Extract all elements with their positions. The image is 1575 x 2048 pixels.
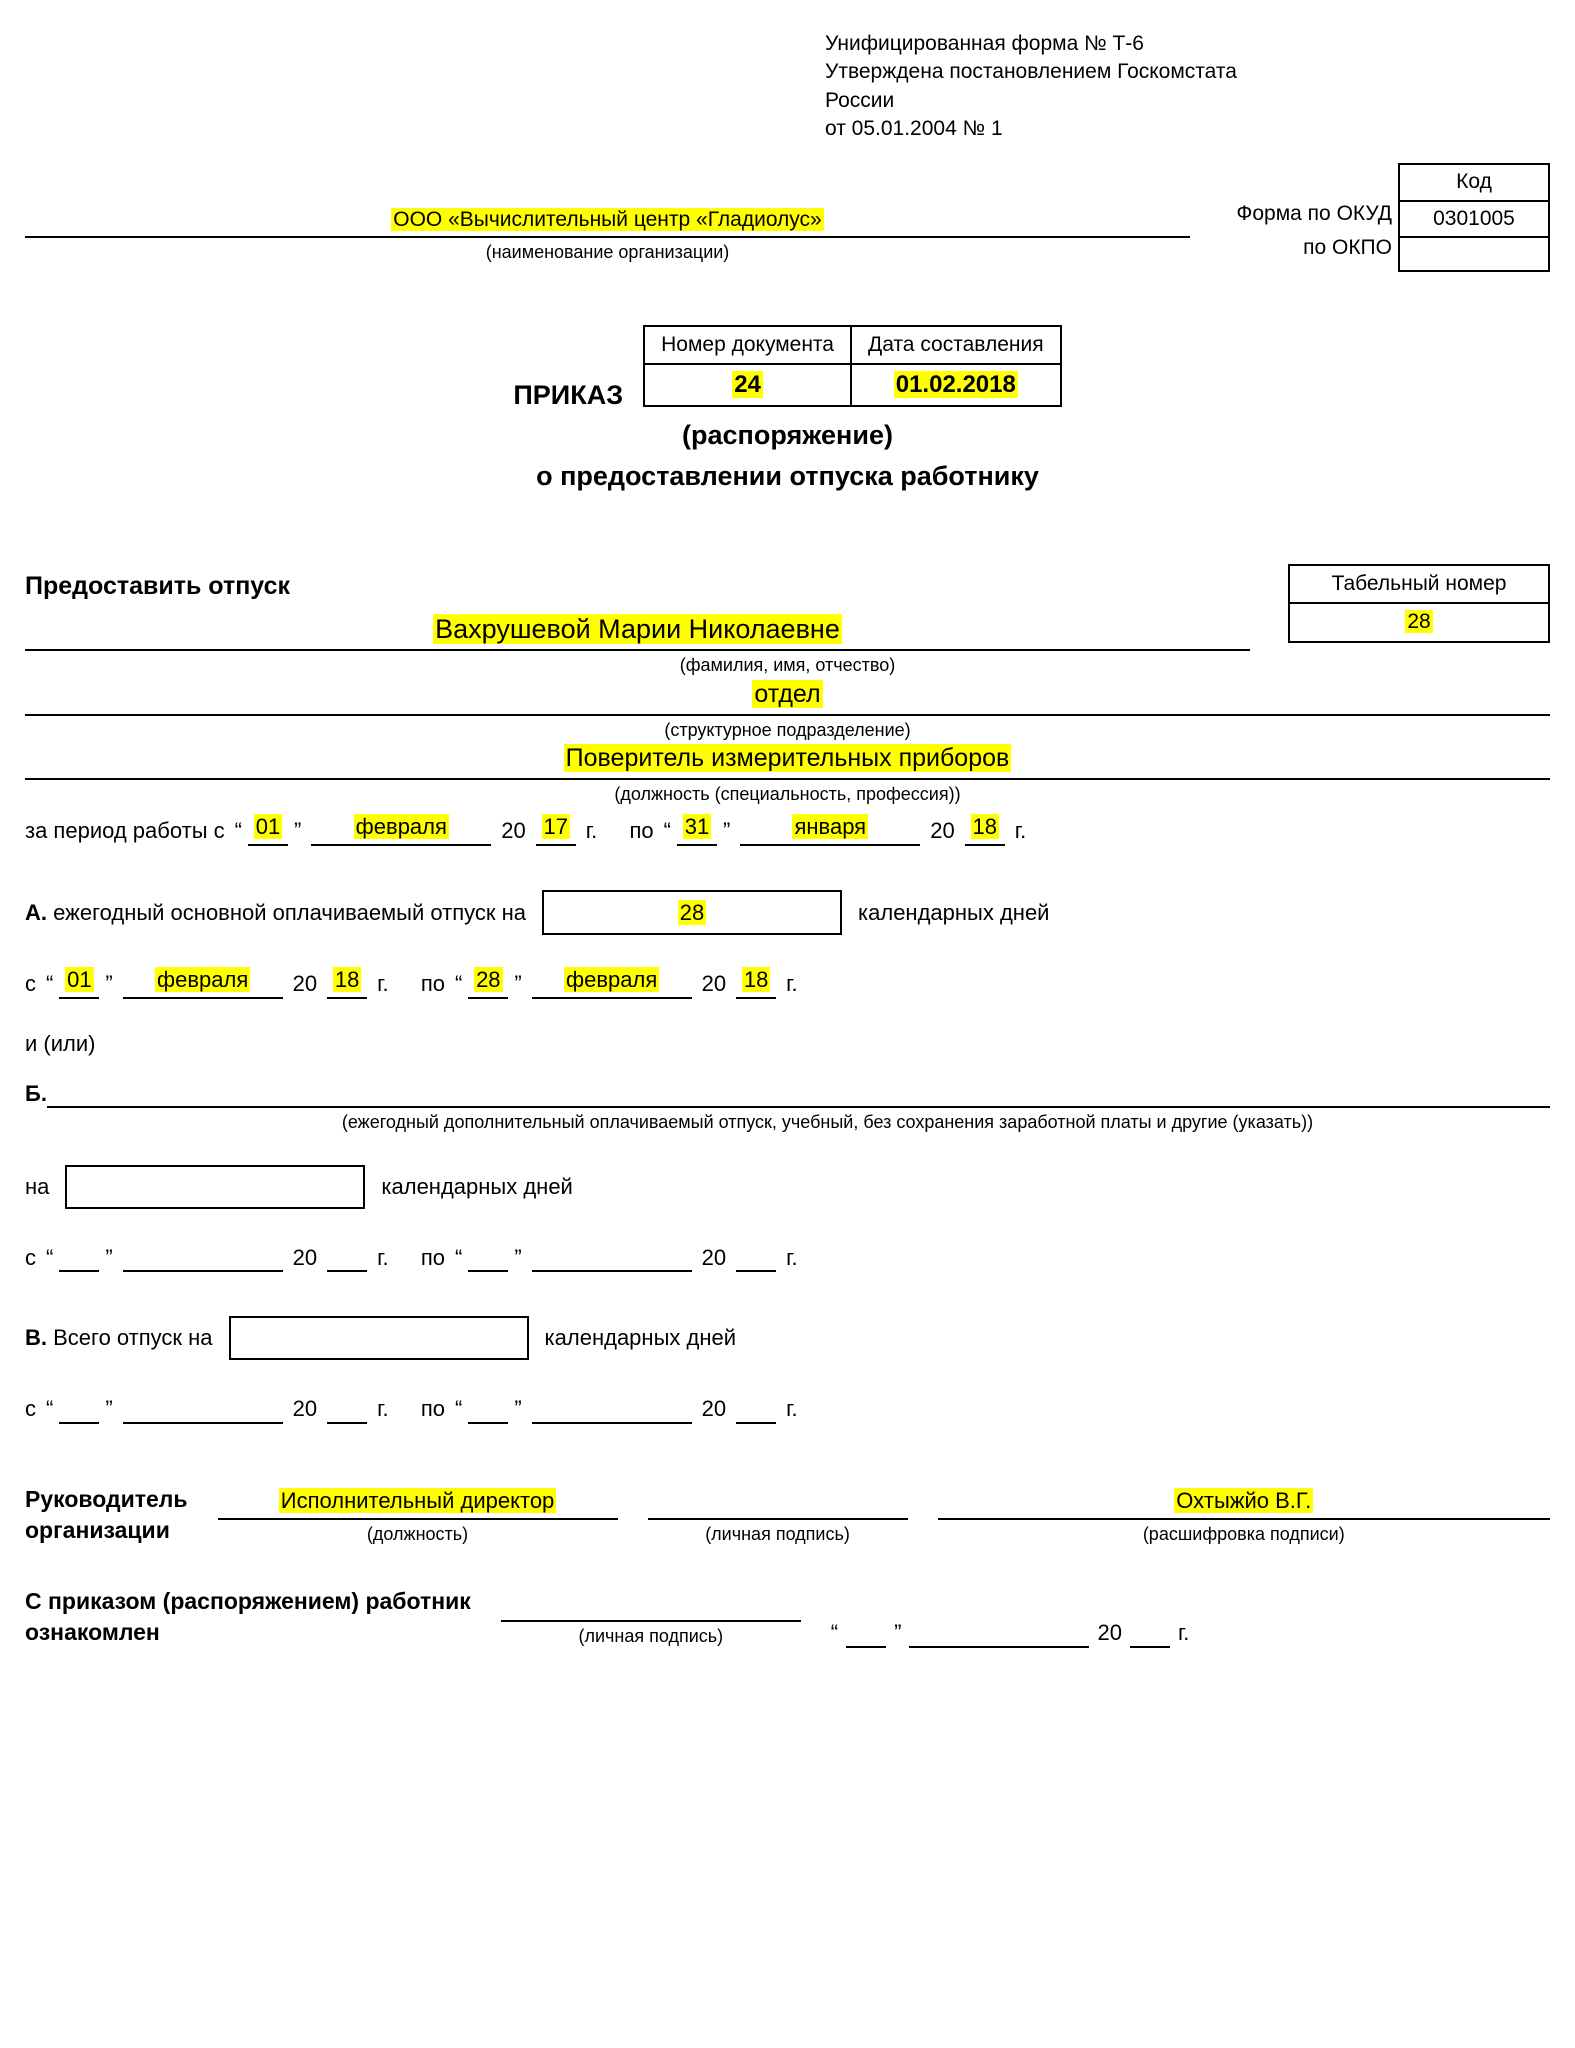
a-from-year: 18 bbox=[333, 967, 361, 992]
ack-row: С приказом (распоряжением) работник озна… bbox=[25, 1586, 1550, 1648]
section-v: В. Всего отпуск на календарных дней с “ … bbox=[25, 1316, 1550, 1424]
section-b-sub: (ежегодный дополнительный оплачиваемый о… bbox=[25, 1110, 1550, 1134]
section-a-days-suffix: календарных дней bbox=[858, 898, 1049, 928]
period-from-day: 01 bbox=[254, 814, 282, 839]
tab-header: Табельный номер bbox=[1289, 565, 1549, 603]
doc-subtitle2: о предоставлении отпуска работнику bbox=[25, 458, 1550, 494]
manager-name-sub: (расшифровка подписи) bbox=[938, 1522, 1550, 1546]
period-to-month: января bbox=[792, 814, 868, 839]
form-line: Унифицированная форма № Т-6 bbox=[825, 30, 1550, 58]
doc-title: ПРИКАЗ bbox=[513, 377, 623, 413]
doc-number-table: Номер документа Дата составления 24 01.0… bbox=[643, 325, 1062, 408]
period-from-month: февраля bbox=[354, 814, 449, 839]
a-from-month: февраля bbox=[155, 967, 250, 992]
form-line: от 05.01.2004 № 1 bbox=[825, 115, 1550, 143]
doc-date-value: 01.02.2018 bbox=[894, 371, 1018, 398]
manager-name: Охтыжйо В.Г. bbox=[1174, 1488, 1313, 1513]
tab-value: 28 bbox=[1405, 610, 1432, 633]
period-to-year: 18 bbox=[971, 814, 999, 839]
period-to-day: 31 bbox=[683, 814, 711, 839]
manager-label2: организации bbox=[25, 1515, 188, 1546]
a-from-day: 01 bbox=[65, 967, 93, 992]
tab-number-box: Табельный номер 28 bbox=[1288, 564, 1550, 643]
employee-fio: Вахрушевой Марии Николаевне bbox=[433, 614, 842, 644]
doc-date-header: Дата составления bbox=[851, 326, 1061, 364]
manager-signature: Руководитель организации Исполнительный … bbox=[25, 1484, 1550, 1546]
section-v-text: Всего отпуск на bbox=[53, 1325, 212, 1350]
a-to-year: 18 bbox=[742, 967, 770, 992]
ack-line1: С приказом (распоряжением) работник bbox=[25, 1586, 471, 1617]
code-table: Код 0301005 bbox=[1398, 163, 1550, 272]
okud-label: Форма по ОКУД bbox=[1236, 197, 1392, 231]
okud-value: 0301005 bbox=[1399, 201, 1549, 237]
a-to-day: 28 bbox=[474, 967, 502, 992]
section-v-days bbox=[229, 1316, 529, 1360]
ack-line2: ознакомлен bbox=[25, 1617, 471, 1648]
grant-label: Предоставить отпуск bbox=[25, 564, 290, 604]
section-b-label: Б. bbox=[25, 1079, 47, 1109]
manager-position: Исполнительный директор bbox=[279, 1488, 557, 1513]
work-period: за период работы с “ 01 ” февраля 20 17 … bbox=[25, 812, 1550, 846]
fio-sublabel: (фамилия, имя, отчество) bbox=[25, 653, 1550, 677]
manager-label1: Руководитель bbox=[25, 1484, 188, 1515]
section-a-label: А. bbox=[25, 900, 47, 925]
manager-position-sub: (должность) bbox=[218, 1522, 618, 1546]
ack-sig-sub: (личная подпись) bbox=[501, 1624, 801, 1648]
code-header: Код bbox=[1399, 164, 1549, 200]
a-to-month: февраля bbox=[564, 967, 659, 992]
position-sublabel: (должность (специальность, профессия)) bbox=[25, 782, 1550, 806]
section-a-text: ежегодный основной оплачиваемый отпуск н… bbox=[53, 900, 526, 925]
form-standard-header: Унифицированная форма № Т-6 Утверждена п… bbox=[825, 30, 1550, 143]
okpo-value bbox=[1399, 237, 1549, 271]
section-a: А. ежегодный основной оплачиваемый отпус… bbox=[25, 890, 1550, 1059]
section-v-label: В. bbox=[25, 1325, 47, 1350]
section-b-days bbox=[65, 1165, 365, 1209]
period-prefix: за период работы с bbox=[25, 816, 225, 846]
org-sublabel: (наименование организации) bbox=[25, 240, 1190, 264]
doc-num-header: Номер документа bbox=[644, 326, 851, 364]
doc-header: ПРИКАЗ Номер документа Дата составления … bbox=[25, 325, 1550, 413]
manager-sig-sub: (личная подпись) bbox=[648, 1522, 908, 1546]
section-a-days: 28 bbox=[678, 900, 706, 925]
position: Поверитель измерительных приборов bbox=[564, 744, 1012, 772]
section-b: Б. (ежегодный дополнительный оплачиваемы… bbox=[25, 1079, 1550, 1273]
dept-sublabel: (структурное подразделение) bbox=[25, 718, 1550, 742]
org-name: ООО «Вычислительный центр «Гладиолус» bbox=[391, 208, 824, 231]
doc-num-value: 24 bbox=[732, 371, 763, 398]
form-line: России bbox=[825, 87, 1550, 115]
period-from-year: 17 bbox=[542, 814, 570, 839]
form-line: Утверждена постановлением Госкомстата bbox=[825, 58, 1550, 86]
and-or: и (или) bbox=[25, 1029, 1550, 1059]
department: отдел bbox=[752, 680, 822, 708]
okpo-label: по ОКПО bbox=[1236, 231, 1392, 265]
doc-subtitle1: (распоряжение) bbox=[25, 417, 1550, 453]
